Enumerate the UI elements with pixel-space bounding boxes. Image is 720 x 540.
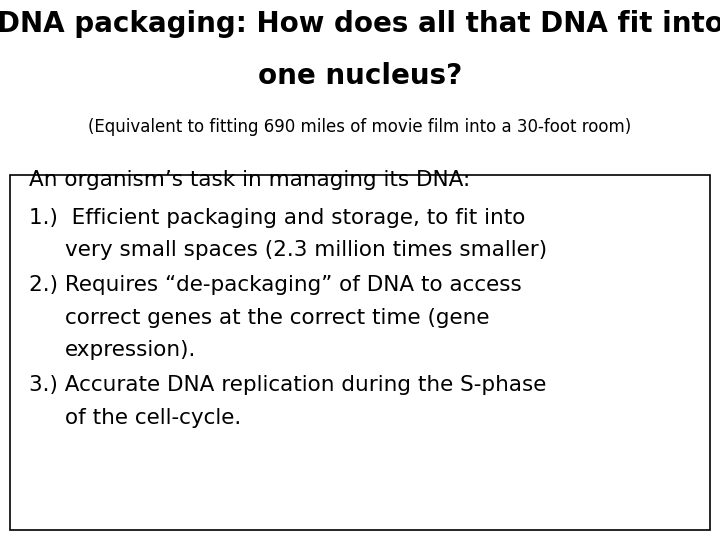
Text: one nucleus?: one nucleus? <box>258 62 462 90</box>
Text: An organism’s task in managing its DNA:: An organism’s task in managing its DNA: <box>29 170 470 190</box>
Text: correct genes at the correct time (gene: correct genes at the correct time (gene <box>65 308 490 328</box>
Text: expression).: expression). <box>65 340 196 360</box>
Text: of the cell-cycle.: of the cell-cycle. <box>65 408 241 428</box>
Text: DNA packaging: How does all that DNA fit into: DNA packaging: How does all that DNA fit… <box>0 10 720 38</box>
Text: 2.) Requires “de-packaging” of DNA to access: 2.) Requires “de-packaging” of DNA to ac… <box>29 275 521 295</box>
Text: 3.) Accurate DNA replication during the S-phase: 3.) Accurate DNA replication during the … <box>29 375 546 395</box>
Text: very small spaces (2.3 million times smaller): very small spaces (2.3 million times sma… <box>65 240 547 260</box>
Text: 1.)  Efficient packaging and storage, to fit into: 1.) Efficient packaging and storage, to … <box>29 208 525 228</box>
Text: (Equivalent to fitting 690 miles of movie film into a 30-foot room): (Equivalent to fitting 690 miles of movi… <box>89 118 631 136</box>
